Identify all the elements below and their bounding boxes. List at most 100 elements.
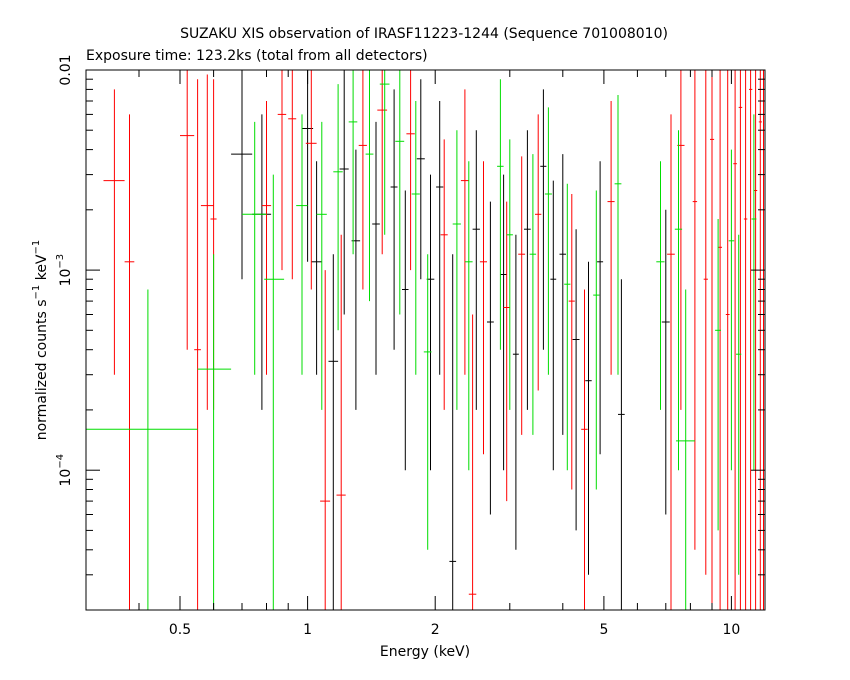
data-point <box>406 70 415 271</box>
y-axis-label-exponent-2: −1 <box>31 240 42 255</box>
data-point <box>395 70 405 315</box>
data-point <box>715 219 721 531</box>
series-2 <box>86 70 757 610</box>
y-tick-label-exponent: −3 <box>55 254 66 269</box>
data-point <box>379 70 390 235</box>
data-point <box>264 174 285 610</box>
data-point <box>506 139 513 410</box>
data-point <box>753 70 758 610</box>
y-axis-label-exponent-1: −1 <box>31 285 42 300</box>
y-axis-label-main: normalized counts s <box>34 299 50 440</box>
y-axis-label: normalized counts s−1 keV−1 <box>31 240 50 441</box>
data-point <box>758 70 762 610</box>
data-point <box>736 234 742 575</box>
y-tick-label-exponent: −4 <box>55 454 66 469</box>
data-point <box>479 161 487 455</box>
y-tick-label-base: 10 <box>58 469 74 487</box>
data-point <box>503 201 510 502</box>
data-point <box>336 234 346 610</box>
chart-subtitle: Exposure time: 123.2ks (total from all d… <box>86 48 428 64</box>
data-points <box>86 70 765 610</box>
data-point <box>743 70 748 610</box>
data-point <box>231 70 253 280</box>
data-point <box>440 139 448 410</box>
plot-frame <box>85 69 766 611</box>
data-point <box>564 183 571 471</box>
data-point <box>500 174 507 471</box>
data-point <box>607 101 615 375</box>
data-point <box>358 70 367 290</box>
data-point <box>524 130 531 410</box>
x-tick-label: 1 <box>303 622 312 638</box>
data-point <box>464 161 473 471</box>
data-point <box>449 254 457 610</box>
data-point <box>320 270 331 610</box>
data-point <box>436 101 444 375</box>
data-point <box>529 154 537 435</box>
data-point <box>618 279 625 610</box>
data-point <box>365 70 374 302</box>
data-point <box>194 79 201 610</box>
data-point <box>339 70 349 315</box>
data-point <box>749 70 753 610</box>
x-tick-label: 5 <box>599 622 608 638</box>
data-point <box>242 121 267 375</box>
data-point <box>725 70 730 610</box>
data-point <box>540 89 547 350</box>
data-point <box>468 314 477 610</box>
data-point <box>487 201 494 515</box>
y-axis-label-unit: keV <box>34 254 50 285</box>
data-point <box>348 70 358 255</box>
data-point <box>277 70 287 271</box>
data-point <box>377 70 388 255</box>
x-tick-label: 0.5 <box>169 622 191 638</box>
series-0 <box>231 70 670 610</box>
data-point <box>550 180 557 471</box>
data-point <box>460 89 469 375</box>
data-point <box>581 289 588 610</box>
data-point <box>733 70 737 610</box>
data-point <box>674 130 683 471</box>
y-tick-label: 10−3 <box>55 254 74 287</box>
data-point <box>423 254 432 550</box>
x-axis-label: Energy (keV) <box>380 644 470 660</box>
y-tick-label-base: 10 <box>58 269 74 287</box>
data-point <box>390 89 398 350</box>
data-point <box>328 254 339 610</box>
data-point <box>572 229 580 531</box>
x-tick-label: 2 <box>431 622 440 638</box>
data-point <box>661 209 670 515</box>
data-point <box>738 70 743 610</box>
data-point <box>296 114 308 375</box>
data-point <box>288 70 297 280</box>
data-point <box>261 101 272 375</box>
data-point <box>585 261 592 575</box>
data-point <box>667 114 675 610</box>
data-point <box>452 130 461 410</box>
data-point <box>676 289 695 610</box>
x-tick-label: 10 <box>722 622 740 638</box>
data-point <box>200 74 214 410</box>
data-point <box>197 254 232 610</box>
data-point <box>103 89 125 375</box>
data-point <box>728 149 735 471</box>
data-point <box>497 79 504 350</box>
data-point <box>535 114 542 391</box>
data-point <box>614 95 622 375</box>
series-1 <box>103 70 765 610</box>
y-tick-label: 0.01 <box>58 54 74 85</box>
data-point <box>559 154 566 435</box>
data-point <box>656 161 665 410</box>
data-point <box>305 70 317 290</box>
data-point <box>512 234 519 550</box>
data-point <box>416 79 425 280</box>
y-tick-label: 10−4 <box>55 454 74 487</box>
chart-title: SUZAKU XIS observation of IRASF11223-124… <box>180 26 668 42</box>
data-point <box>311 161 322 375</box>
data-point <box>316 121 327 410</box>
data-point <box>124 114 135 610</box>
data-point <box>180 70 195 350</box>
